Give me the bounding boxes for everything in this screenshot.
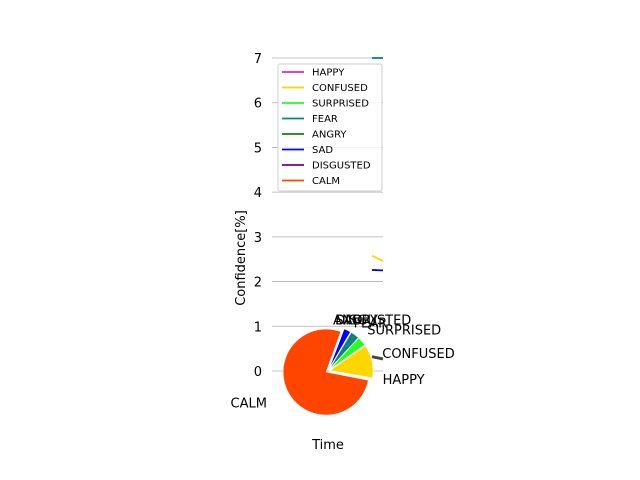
legend-label-angry: ANGRY (312, 130, 347, 141)
legend-label-happy: HAPPY (312, 68, 345, 79)
pie-label-happy: HAPPY (383, 373, 425, 388)
pie-label-surprised: SURPRISED (367, 323, 441, 338)
series-line-fragment (371, 355, 384, 361)
y-axis-title: Confidence[%] (234, 210, 249, 306)
pie-label-disgusted: DISGUSTED (335, 314, 411, 329)
x-axis-title: Time (311, 438, 344, 453)
pie-label-calm: CALM (231, 396, 267, 411)
y-tick-label-6: 6 (254, 97, 262, 112)
series-line-confused (371, 254, 384, 262)
y-axis: 0 1 2 3 4 5 6 7 (254, 52, 262, 380)
overlay-pie (282, 328, 374, 416)
pie-slice-confused (329, 345, 374, 379)
y-tick-label-0: 0 (254, 365, 262, 380)
y-tick-label-4: 4 (254, 186, 262, 201)
pie-label-sad: SAD (335, 313, 362, 328)
pie-label-angry: ANGRY (333, 313, 378, 328)
pie-label-fear: FEAR (354, 316, 388, 331)
pie-label-confused: CONFUSED (382, 347, 455, 362)
legend-label-disgusted: DISGUSTED (312, 161, 371, 172)
pie-slice-happy (330, 371, 373, 380)
legend-box (277, 63, 383, 192)
y-tick-label-5: 5 (254, 141, 262, 156)
overlay-pie-labels: CALM HAPPY CONFUSED SURPRISEDFEARANGRYSADDI… (231, 313, 455, 411)
series-lines (371, 57, 384, 361)
y-tick-label-1: 1 (254, 320, 262, 335)
legend-label-confused: CONFUSED (312, 83, 368, 94)
y-tick-label-7: 7 (254, 52, 262, 67)
legend-label-calm: CALM (312, 176, 340, 187)
legend-label-surprised: SURPRISED (312, 99, 369, 110)
pie-slice-calm (282, 328, 369, 416)
legend: HAPPY CONFUSED SURPRISED FEAR ANGRY SAD DISGUS… (277, 63, 383, 192)
legend-label-fear: FEAR (312, 114, 338, 125)
y-tick-label-3: 3 (254, 231, 262, 246)
y-tick-label-2: 2 (254, 276, 262, 291)
pie-slice-surprised (329, 337, 366, 370)
pie-slice-disgusted (328, 328, 345, 370)
legend-label-sad: SAD (312, 145, 333, 156)
